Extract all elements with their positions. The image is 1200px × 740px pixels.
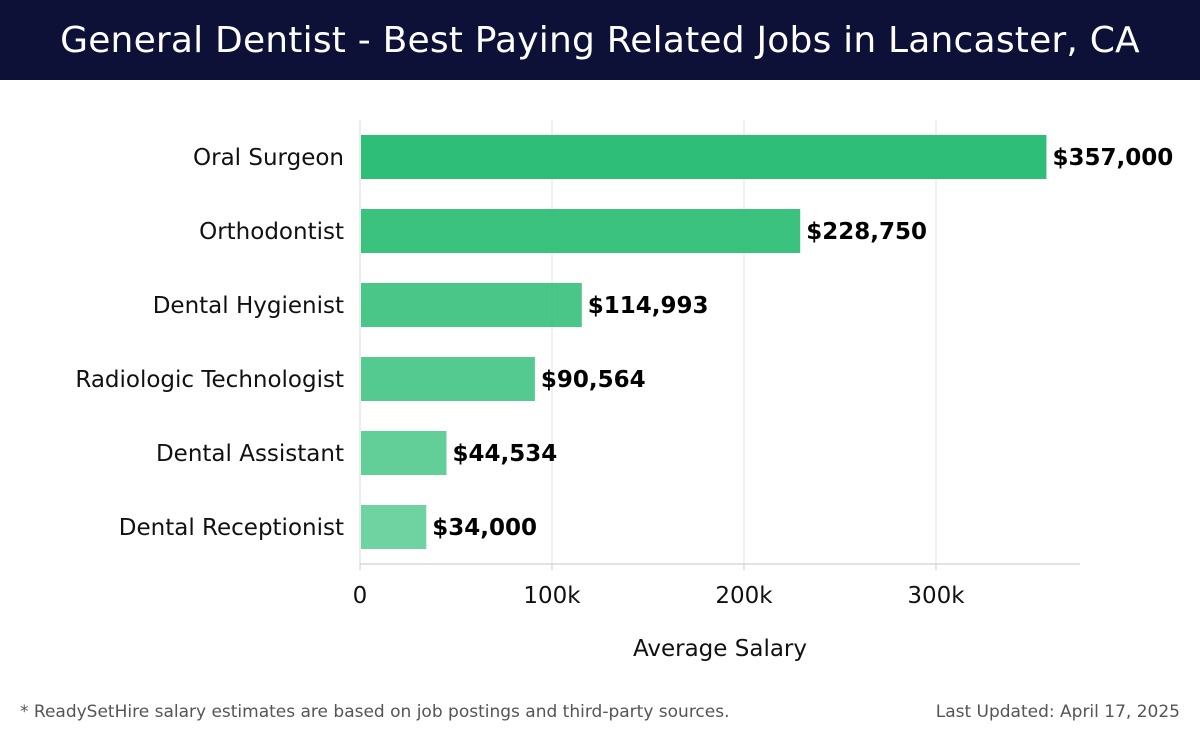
- bar: [361, 135, 1047, 179]
- bar: [361, 209, 801, 253]
- tick-label: 200k: [715, 583, 773, 609]
- value-label: $114,993: [588, 293, 709, 319]
- category-label: Orthodontist: [199, 219, 344, 245]
- category-label: Radiologic Technologist: [75, 367, 344, 393]
- bar: [361, 505, 427, 549]
- x-axis-title: Average Salary: [633, 636, 807, 662]
- value-label: $228,750: [806, 219, 927, 245]
- chart-header: General Dentist - Best Paying Related Jo…: [0, 0, 1200, 80]
- bar-chart: Oral Surgeon $357,000 Orthodontist $228,750…: [75, 120, 1173, 662]
- category-label: Oral Surgeon: [193, 145, 344, 171]
- bar: [361, 283, 582, 327]
- value-label: $34,000: [432, 515, 537, 541]
- bar: [361, 357, 535, 401]
- bar: [361, 431, 447, 475]
- tick-label: 0: [353, 583, 368, 609]
- category-label: Dental Assistant: [156, 441, 344, 467]
- tick-label: 100k: [523, 583, 581, 609]
- value-label: $90,564: [541, 367, 646, 393]
- tick-label: 300k: [907, 583, 965, 609]
- value-label: $357,000: [1052, 145, 1173, 171]
- source-note: * ReadySetHire salary estimates are base…: [20, 702, 730, 722]
- category-label: Dental Receptionist: [119, 515, 344, 541]
- chart-title: General Dentist - Best Paying Related Jo…: [60, 19, 1140, 61]
- last-updated: Last Updated: April 17, 2025: [935, 702, 1180, 722]
- value-label: $44,534: [453, 441, 558, 467]
- category-label: Dental Hygienist: [153, 293, 344, 319]
